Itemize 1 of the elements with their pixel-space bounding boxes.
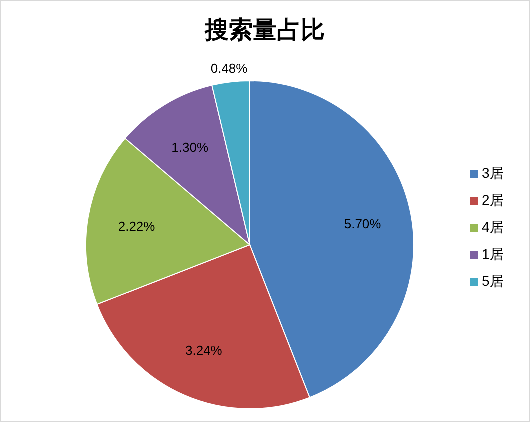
title: 搜索量占比 [205, 15, 325, 44]
